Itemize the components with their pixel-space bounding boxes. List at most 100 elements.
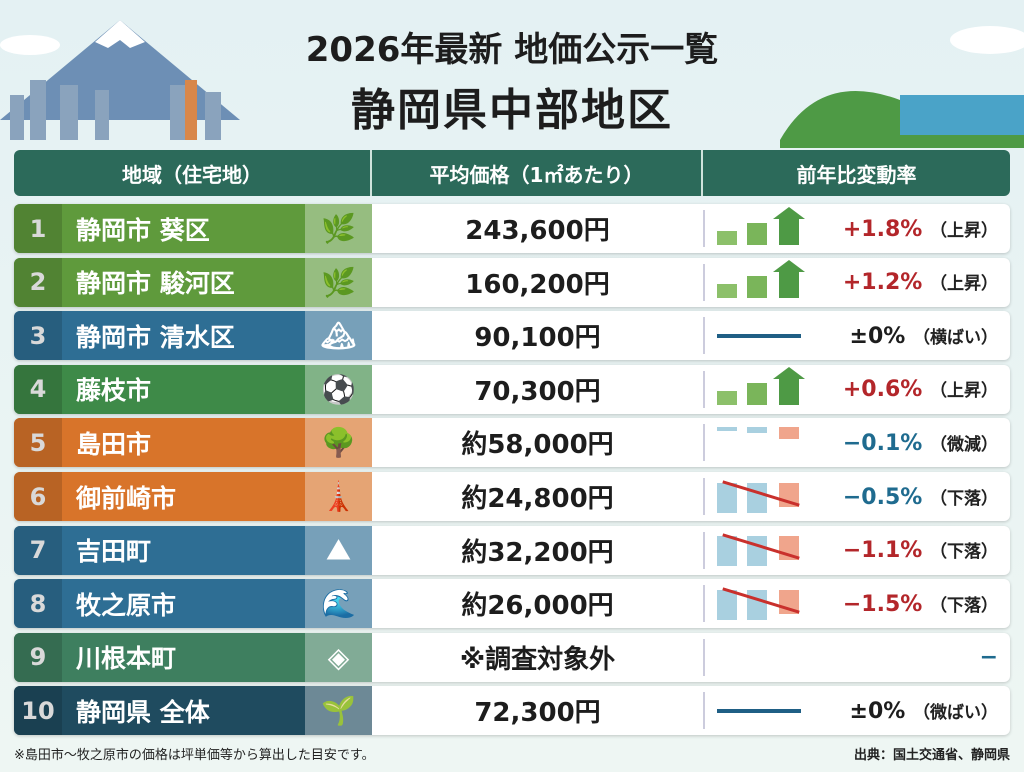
change-cell: ±0% （横ばい） <box>703 316 1010 356</box>
average-price: 約32,200円 <box>461 537 614 568</box>
change-note: （下落） <box>930 595 998 616</box>
region-cell: 2 静岡市 駿河区 🌿 <box>14 257 372 307</box>
change-note: （下落） <box>930 488 998 509</box>
header-change: 前年比変動率 <box>796 162 917 187</box>
table-row: 2 静岡市 駿河区 🌿 160,200円 +1.2% （上昇） <box>14 257 1010 307</box>
row-number: 2 <box>14 257 62 307</box>
average-price: 70,300円 <box>474 376 601 407</box>
trend-flat-icon <box>717 316 813 356</box>
source: 出典：国土交通省、静岡県 <box>853 748 1010 763</box>
change-text: −1.5% （下落） <box>813 591 1010 617</box>
change-rate: −0.1% <box>842 430 923 456</box>
row-number: 6 <box>14 472 62 521</box>
change-text: +0.6% （上昇） <box>813 376 1010 402</box>
change-text: − <box>813 645 1010 670</box>
region-name: 静岡市 葵区 <box>76 215 210 245</box>
row-number: 1 <box>14 204 62 253</box>
region-cell: 4 藤枝市 ⚽ <box>14 364 372 414</box>
wave-icon: 🌊 <box>305 579 372 629</box>
tree-icon: 🌳 <box>305 418 372 468</box>
change-text: −0.5% （下落） <box>813 484 1010 510</box>
region-cell: 6 御前崎市 🗼 <box>14 472 372 521</box>
region-name: 静岡県 全体 <box>76 697 210 727</box>
footnote: ※島田市〜牧之原市の価格は坪単価等から算出した目安です。 <box>14 748 375 763</box>
change-cell: −1.5% （下落） <box>703 584 1010 624</box>
change-text: +1.8% （上昇） <box>813 216 1010 242</box>
change-rate: +1.2% <box>842 270 923 296</box>
region-name: 吉田町 <box>76 537 152 567</box>
region-cell: 7 吉田町 ⛰ <box>14 525 372 575</box>
average-price: 約26,000円 <box>461 591 614 622</box>
diamond-emblem-icon: ◈ <box>305 632 372 682</box>
table-row: 6 御前崎市 🗼 約24,800円 −0.5% （下落） <box>14 472 1010 521</box>
change-cell: −0.5% （下落） <box>703 478 1010 515</box>
change-cell: −1.1% （下落） <box>703 530 1010 570</box>
change-text: −0.1% （微減） <box>813 430 1010 456</box>
change-cell: +0.6% （上昇） <box>703 367 1010 408</box>
trend-slight-icon <box>717 423 813 463</box>
change-rate: +0.6% <box>842 377 923 403</box>
row-number: 5 <box>14 418 62 468</box>
table-row: 7 吉田町 ⛰ 約32,200円 −1.1% （下落） <box>14 525 1010 575</box>
table-header: 地域（住宅地） 平均価格（1㎡あたり） 前年比変動率 <box>14 150 1010 196</box>
change-note: （横ばい） <box>913 327 998 348</box>
change-note: （微ばい） <box>913 702 998 723</box>
region-name: 牧之原市 <box>76 590 177 620</box>
table-row: 5 島田市 🌳 約58,000円 −0.1% （微減） <box>14 418 1010 468</box>
trend-down-icon <box>717 477 813 517</box>
region-cell: 1 静岡市 葵区 🌿 <box>14 204 372 253</box>
change-note: （上昇） <box>930 274 998 295</box>
change-note: （上昇） <box>930 381 998 402</box>
table-row: 9 川根本町 ◈ ※調査対象外 − <box>14 632 1010 682</box>
trend-up-icon <box>717 206 813 249</box>
tea-field-icon: 🌱 <box>305 686 372 736</box>
table-row: 1 静岡市 葵区 🌿 243,600円 +1.8% （上昇） <box>14 204 1010 253</box>
change-text: ±0% （微ばい） <box>813 698 1010 724</box>
row-number: 8 <box>14 579 62 629</box>
header-price: 平均価格（1㎡あたり） <box>372 150 703 196</box>
tea-leaf-icon: 🌿 <box>305 257 372 307</box>
change-rate: ±0% <box>849 323 906 349</box>
region-name: 島田市 <box>76 429 152 459</box>
mountain-icon: ⛰ <box>305 525 372 575</box>
change-text: −1.1% （下落） <box>813 537 1010 563</box>
trend-none-icon <box>717 637 813 677</box>
change-text: ±0% （横ばい） <box>813 323 1010 349</box>
trend-flat-icon <box>717 691 813 731</box>
average-price: 約24,800円 <box>461 484 614 514</box>
row-number: 7 <box>14 525 62 575</box>
region-cell: 5 島田市 🌳 <box>14 418 372 468</box>
region-name: 御前崎市 <box>76 483 177 513</box>
header-region: 地域（住宅地） <box>14 150 372 196</box>
row-number: 4 <box>14 364 62 414</box>
soccer-ball-icon: ⚽ <box>305 364 372 414</box>
change-note: （上昇） <box>930 220 998 241</box>
lighthouse-icon: 🗼 <box>305 472 372 521</box>
region-name: 藤枝市 <box>76 376 152 406</box>
change-rate: −1.1% <box>842 538 923 564</box>
region-name: 川根本町 <box>76 644 177 674</box>
trend-down-icon <box>717 530 813 570</box>
trend-up-icon <box>717 260 813 302</box>
average-price: 243,600円 <box>465 216 610 246</box>
change-cell: +1.2% （上昇） <box>703 260 1010 302</box>
row-number: 9 <box>14 632 62 682</box>
table-row: 4 藤枝市 ⚽ 70,300円 +0.6% （上昇） <box>14 364 1010 414</box>
region-cell: 3 静岡市 清水区 🏔 <box>14 311 372 361</box>
average-price: 72,300円 <box>474 698 601 729</box>
row-number: 3 <box>14 311 62 361</box>
change-cell: +1.8% （上昇） <box>703 206 1010 249</box>
average-price: 160,200円 <box>465 269 610 300</box>
region-name: 静岡市 駿河区 <box>76 269 235 299</box>
hero-banner: 2026年最新 地価公示一覧 静岡県中部地区 <box>0 0 1024 148</box>
change-text: +1.2% （上昇） <box>813 269 1010 295</box>
change-rate: −0.5% <box>842 484 923 510</box>
landscape-illustration <box>0 20 1024 148</box>
average-price: 約58,000円 <box>461 430 614 461</box>
table-row: 3 静岡市 清水区 🏔 90,100円 ±0% （横ばい） <box>14 311 1010 361</box>
tea-leaf-icon: 🌿 <box>305 204 372 253</box>
trend-down-icon <box>717 584 813 624</box>
change-rate: −1.5% <box>842 591 923 617</box>
mountain-sea-icon: 🏔 <box>305 311 372 361</box>
change-rate: +1.8% <box>842 216 923 242</box>
